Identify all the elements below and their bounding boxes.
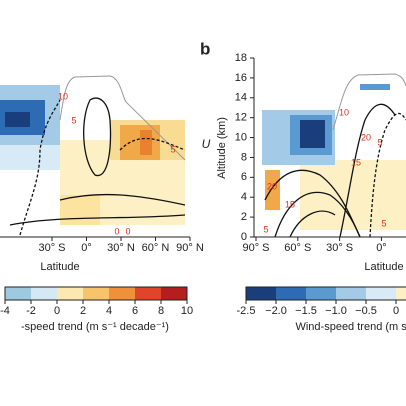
contour-label: 0 [125, 226, 130, 236]
colorbar-bin [366, 287, 396, 300]
colorbar-tick-label: 8 [158, 305, 164, 317]
contour-label: 20 [361, 132, 371, 142]
annotation: U [202, 137, 211, 151]
x-tick-label: 30° S [326, 242, 353, 254]
colorbar-label: -speed trend (m s⁻¹ decade⁻¹) [21, 321, 169, 333]
colorbar-bin [5, 287, 31, 300]
contour-label: 5 [377, 137, 382, 147]
y-tick-label: 8 [241, 151, 247, 163]
colorbar-bin [306, 287, 336, 300]
y-tick-label: 2 [241, 211, 247, 223]
colorbar-bin [246, 287, 276, 300]
x-tick-label: 30° S [38, 242, 65, 254]
colorbar-tick-label: 10 [181, 305, 193, 317]
contour-label: 5 [381, 218, 386, 228]
x-tick-label: 90° S [242, 242, 269, 254]
contour-label: 15 [351, 157, 361, 167]
contour-label: 5 [170, 144, 175, 154]
colorbar-tick-label: −1.5 [295, 305, 317, 317]
colorbar-bin [161, 287, 187, 300]
colorbar-tick-label: 6 [132, 305, 138, 317]
x-tick-label: 30° N [107, 242, 135, 254]
colorbar-bin [135, 287, 161, 300]
outline [59, 75, 186, 161]
x-tick-label: 60° S [284, 242, 311, 254]
contour-label: 10 [58, 91, 68, 101]
right-field [262, 84, 406, 230]
colorbar-label: Wind-speed trend (m s⁻¹ decade⁻¹) [295, 321, 406, 333]
colorbar-bin [57, 287, 83, 300]
contour-label: 0 [114, 226, 119, 236]
contours [9, 97, 406, 238]
colorbar-frame [4, 286, 188, 301]
colorbar-tick-label: −2.0 [265, 305, 287, 317]
panel-label: b [200, 39, 210, 58]
colorbar-tick-label: −0.5 [355, 305, 377, 317]
y-tick-label: 12 [235, 112, 247, 124]
x-axis-label: Latitude [364, 261, 403, 273]
y-tick-label: 18 [235, 52, 247, 64]
colorbar-bin [276, 287, 306, 300]
y-tick-label: 6 [241, 171, 247, 183]
x-axis-label: Latitude [40, 261, 79, 273]
x-tick-label: 90° N [176, 242, 204, 254]
outline [332, 73, 406, 131]
y-axis-label: Altitude (km) [216, 117, 228, 179]
contour-label: 15 [285, 199, 295, 209]
contour-label: 5 [71, 115, 76, 125]
contour-label: 5 [263, 224, 268, 234]
colorbar-tick-label: -2 [26, 305, 36, 317]
left-field [0, 85, 185, 225]
contour-label: 10 [339, 107, 349, 117]
x-tick-label: 0° [376, 242, 387, 254]
y-tick-label: 4 [241, 191, 247, 203]
colorbar-tick-label: 2 [80, 305, 86, 317]
colorbar-bin [336, 287, 366, 300]
y-tick-label: 16 [235, 72, 247, 84]
x-tick-label: 0° [81, 242, 92, 254]
colorbar-tick-label: 0 [54, 305, 60, 317]
colorbar-tick-label: -2.5 [237, 305, 256, 317]
colorbar-tick-label: −1.0 [325, 305, 347, 317]
contour-label: 20 [267, 181, 277, 191]
y-tick-label: 0 [241, 231, 247, 243]
y-tick-label: 14 [235, 92, 247, 104]
y-tick-label: 10 [235, 131, 247, 143]
colorbar-bin [83, 287, 109, 300]
colorbar-tick-label: 0 [393, 305, 399, 317]
colorbar-bin [396, 287, 406, 300]
colorbar-bin [109, 287, 135, 300]
colorbar-tick-label: -4 [0, 305, 10, 317]
colorbar-bin [31, 287, 57, 300]
x-tick-label: 60° N [142, 242, 170, 254]
colorbar-tick-label: 4 [106, 305, 112, 317]
